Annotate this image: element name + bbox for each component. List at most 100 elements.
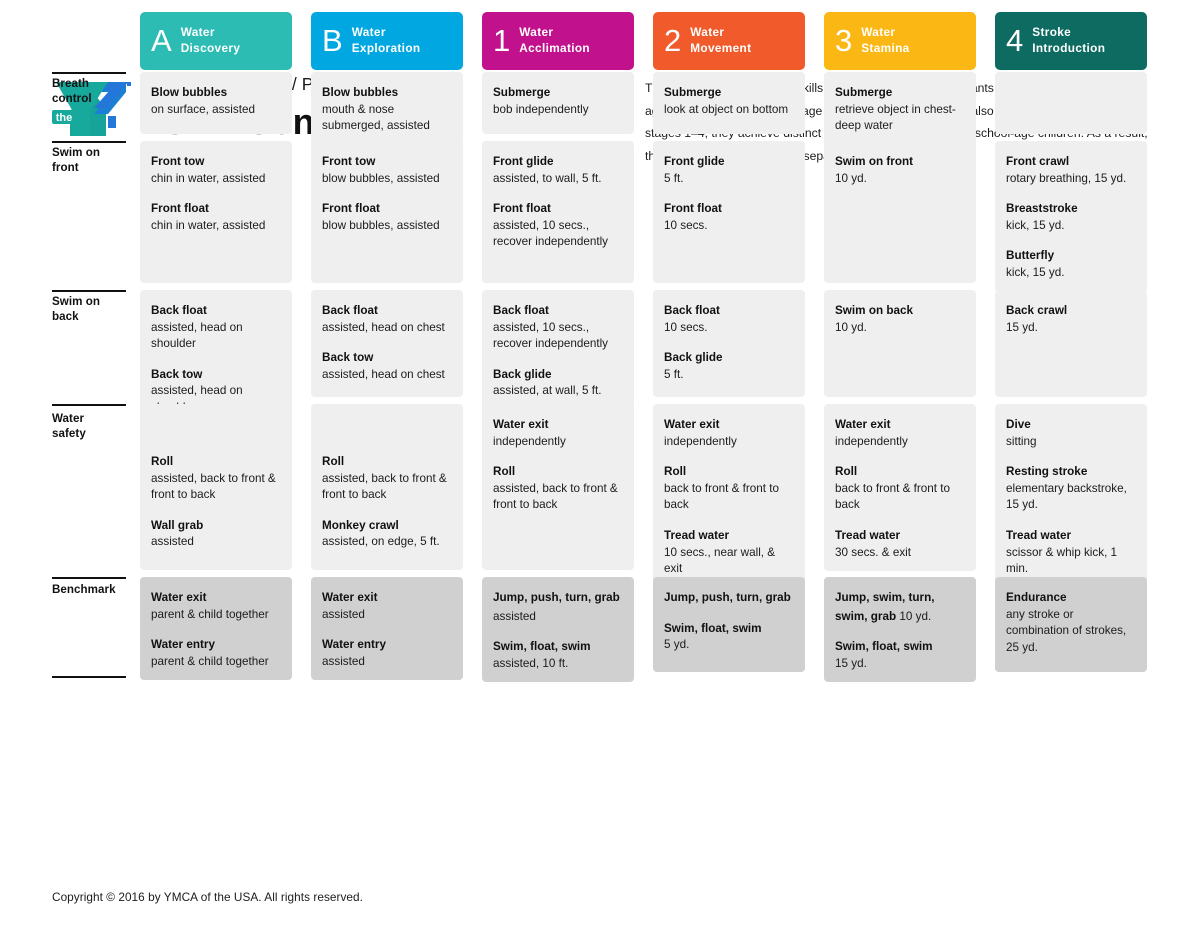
skill-entry: Front tow chin in water, assisted [151, 152, 281, 187]
stage-name-line2: Stamina [861, 41, 910, 55]
skill-detail: assisted, 10 secs., recover independentl… [493, 320, 609, 351]
skill-entry: Front glide assisted, to wall, 5 ft. [493, 152, 623, 187]
cell-swim-on-back-b: Back float assisted, head on chest Back to… [311, 290, 463, 397]
skill-detail: 5 yd. [664, 638, 690, 652]
skill-detail: kick, 15 yd. [1006, 218, 1065, 232]
stage-header-3[interactable]: 3 Water Stamina [824, 12, 976, 70]
skill-name: Front float [151, 202, 209, 216]
cell-swim-on-back-1: Back float assisted, 10 secs., recover in… [482, 290, 634, 411]
skill-detail: rotary breathing, 15 yd. [1006, 171, 1127, 185]
skill-name: Back float [322, 304, 378, 317]
stage-header-1[interactable]: 1 Water Acclimation [482, 12, 634, 70]
stage-header-a[interactable]: A Water Discovery [140, 12, 292, 70]
skill-entry: Water entry parent & child together [151, 635, 281, 670]
stage-name: Water Acclimation [519, 25, 590, 56]
skill-name: Jump, swim, turn, swim, grab [835, 591, 935, 623]
skill-name: Front glide [664, 155, 725, 168]
row-label-line2: control [52, 92, 92, 106]
skill-name: Back glide [664, 351, 723, 365]
skill-detail: assisted, head on chest [322, 367, 445, 381]
skill-name: Tread water [835, 529, 901, 543]
skill-name: Roll [835, 465, 858, 479]
skill-name: Butterfly [1006, 249, 1055, 263]
stage-name: Water Movement [690, 25, 751, 56]
row-divider [52, 404, 126, 406]
skill-detail: blow bubbles, assisted [322, 218, 440, 232]
skill-name: Front tow [322, 155, 376, 168]
skill-entry: Roll assisted, back to front & front to b… [151, 452, 281, 504]
stage-letter: A [151, 22, 172, 58]
stage-header-b[interactable]: B Water Exploration [311, 12, 463, 70]
row-divider [52, 290, 126, 292]
cell-swim-on-front-2: Front glide 5 ft. Front float 10 secs. [653, 141, 805, 283]
skill-detail: look at object on bottom [664, 102, 789, 116]
skill-entry: Back tow assisted, head on chest [322, 348, 452, 383]
row-label-line1: Breath [52, 77, 90, 90]
stage-header-4[interactable]: 4 Stroke Introduction [995, 12, 1147, 70]
skill-name: Roll [322, 455, 345, 468]
skill-detail: assisted, back to front & front to back [151, 471, 276, 502]
row-divider [52, 141, 126, 143]
row-divider [52, 577, 126, 579]
skill-detail: retrieve object in chest-deep water [835, 102, 956, 133]
stage-header-2[interactable]: 2 Water Movement [653, 12, 805, 70]
skill-entry: Front glide 5 ft. [664, 152, 794, 187]
skill-entry: Breaststroke kick, 15 yd. [1006, 199, 1136, 234]
skill-entry: Back glide 5 ft. [664, 348, 794, 383]
skill-name: Back float [151, 304, 207, 317]
skill-detail: chin in water, assisted [151, 171, 266, 185]
stage-name: Stroke Introduction [1032, 25, 1105, 56]
skill-entry: Roll back to front & front to back [835, 462, 965, 514]
skill-detail: independently [835, 434, 908, 448]
skill-name: Dive [1006, 418, 1031, 431]
skill-name: Back crawl [1006, 304, 1068, 317]
skill-entry: Swim on front 10 yd. [835, 152, 965, 187]
skill-detail: parent & child together [151, 654, 269, 668]
skill-detail: back to front & front to back [664, 481, 779, 512]
ymca-logo: the [48, 72, 144, 138]
skill-entry: Front float blow bubbles, assisted [322, 199, 452, 234]
skill-detail: assisted, at wall, 5 ft. [493, 384, 602, 398]
row-label-benchmark: Benchmark [52, 582, 138, 597]
cell-benchmark-a: Water exit parent & child together Water e… [140, 577, 292, 681]
skill-entry: Roll assisted, back to front & front to b… [493, 462, 623, 514]
cell-water-safety-1: Water exit independently Roll assisted, bac… [482, 404, 634, 570]
skill-entry: Roll assisted, back to front & front to b… [322, 452, 452, 504]
stage-letter: 3 [835, 22, 853, 58]
skill-name: Swim, float, swim [493, 640, 591, 654]
cell-breath-control-2: Submerge look at object on bottom [653, 72, 805, 134]
skill-name: Roll [664, 465, 687, 479]
skill-detail: assisted, head on chest [322, 320, 445, 334]
skill-detail: back to front & front to back [835, 481, 950, 512]
skill-name: Water exit [664, 418, 720, 431]
skill-name: Front glide [493, 155, 554, 168]
skill-entry: Jump, push, turn, grab assisted [493, 588, 623, 625]
skill-detail: 5 ft. [664, 367, 684, 381]
skill-detail: assisted, back to front & front to back [322, 471, 447, 502]
skill-entry: Front float chin in water, assisted [151, 199, 281, 234]
skill-name: Front float [493, 202, 551, 216]
skill-entry: Submerge look at object on bottom [664, 83, 794, 118]
skill-name: Back tow [151, 367, 203, 381]
stage-name-line2: Movement [690, 41, 752, 55]
svg-text:the: the [56, 112, 73, 124]
cell-swim-on-front-4: Front crawl rotary breathing, 15 yd. Breas… [995, 141, 1147, 292]
skill-entry: Tread water scissor & whip kick, 1 min. [1006, 526, 1136, 578]
skill-detail: 30 secs. & exit [835, 545, 912, 559]
cell-water-safety-2: Water exit independently Roll back to front… [653, 404, 805, 588]
row-label-line1: Water [52, 412, 85, 425]
skill-entry: Water exit parent & child together [151, 588, 281, 623]
skill-detail: 15 yd. [835, 656, 867, 670]
skill-name: Water exit [835, 418, 891, 431]
stage-name: Water Exploration [352, 25, 421, 56]
skill-entry: Submerge retrieve object in chest-deep wa… [835, 83, 965, 135]
skill-name: Water exit [493, 418, 549, 431]
skill-entry: Wall grab assisted [151, 516, 281, 551]
cell-breath-control-3: Submerge retrieve object in chest-deep wa… [824, 72, 976, 145]
skill-entry: Blow bubbles mouth & nose submerged, assi… [322, 83, 452, 135]
copyright-notice: Copyright © 2016 by YMCA of the USA. All… [52, 890, 363, 904]
skill-entry: Blow bubbles on surface, assisted [151, 83, 281, 118]
skill-entry: Water exit independently [835, 415, 965, 450]
skill-detail: assisted [493, 609, 536, 623]
skill-entry: Roll back to front & front to back [664, 462, 794, 514]
